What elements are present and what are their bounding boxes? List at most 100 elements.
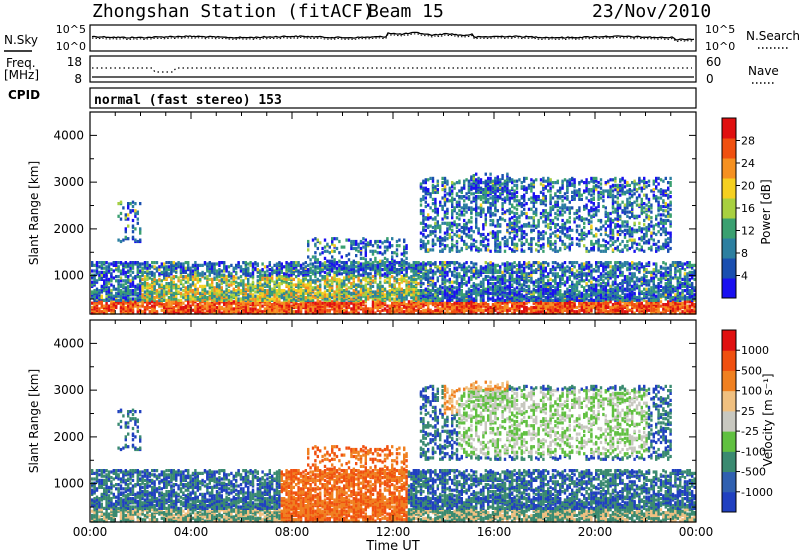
power-cell bbox=[311, 238, 315, 242]
power-cell bbox=[494, 224, 497, 228]
power-cell bbox=[364, 276, 367, 280]
power-cell bbox=[508, 290, 511, 294]
power-cell bbox=[290, 261, 293, 265]
power-cell bbox=[134, 287, 137, 291]
power-cell bbox=[443, 244, 447, 248]
power-cell bbox=[503, 210, 507, 214]
power-cell bbox=[470, 228, 473, 232]
power-cell bbox=[352, 259, 355, 263]
power-cell bbox=[508, 272, 511, 276]
power-cell bbox=[187, 261, 190, 265]
power-cell bbox=[463, 218, 466, 223]
power-cell bbox=[134, 284, 137, 288]
power-cell bbox=[422, 265, 425, 269]
power-cell bbox=[266, 289, 269, 293]
power-cell bbox=[211, 262, 214, 266]
power-cell bbox=[515, 203, 519, 207]
power-cell bbox=[254, 266, 257, 270]
power-cell bbox=[455, 230, 459, 234]
power-cell bbox=[302, 266, 305, 270]
power-cell bbox=[167, 282, 171, 286]
power-cell bbox=[386, 258, 389, 262]
power-cell bbox=[487, 268, 490, 272]
power-cell bbox=[489, 190, 492, 194]
power-cell bbox=[249, 283, 252, 287]
power-cell bbox=[227, 279, 231, 283]
power-cell bbox=[295, 310, 298, 314]
power-cell bbox=[441, 248, 444, 252]
power-cell bbox=[499, 192, 502, 196]
power-cell bbox=[319, 261, 322, 265]
power-cell bbox=[333, 258, 336, 262]
power-cell bbox=[431, 202, 435, 206]
power-cell bbox=[520, 237, 523, 241]
power-cell bbox=[355, 275, 358, 279]
power-cell bbox=[487, 242, 490, 246]
power-cell bbox=[427, 178, 430, 182]
power-cell bbox=[434, 298, 437, 302]
power-cell bbox=[184, 296, 187, 300]
power-cell bbox=[427, 277, 430, 281]
power-cell bbox=[479, 297, 483, 301]
power-cell bbox=[131, 209, 135, 213]
power-cell bbox=[100, 304, 103, 308]
power-cell bbox=[443, 203, 447, 207]
power-cell bbox=[487, 206, 490, 210]
power-cell bbox=[129, 297, 132, 301]
power-cell bbox=[254, 310, 257, 314]
power-cell bbox=[227, 294, 231, 298]
power-cell bbox=[369, 258, 372, 262]
power-cell bbox=[230, 272, 233, 276]
power-cell bbox=[494, 287, 497, 291]
power-cell bbox=[487, 279, 490, 283]
power-cell bbox=[371, 297, 375, 301]
power-cell bbox=[506, 195, 509, 199]
power-cell bbox=[494, 269, 497, 273]
power-cell bbox=[95, 266, 99, 270]
power-cell bbox=[335, 282, 339, 286]
power-cell bbox=[376, 251, 379, 255]
power-cell bbox=[208, 308, 211, 312]
power-cell bbox=[458, 189, 461, 193]
power-cell bbox=[328, 259, 331, 263]
power-cell bbox=[422, 197, 425, 201]
power-cell bbox=[367, 307, 370, 311]
power-cell bbox=[422, 186, 425, 190]
power-cell bbox=[443, 235, 447, 239]
power-cell bbox=[321, 301, 324, 305]
power-cell bbox=[223, 269, 226, 273]
power-cell bbox=[496, 287, 499, 291]
power-cell bbox=[124, 261, 127, 265]
power-cell bbox=[520, 210, 523, 214]
power-cell bbox=[122, 262, 125, 266]
power-cell bbox=[163, 289, 166, 293]
power-cell bbox=[165, 298, 168, 302]
power-cell bbox=[347, 272, 351, 276]
power-cell bbox=[352, 307, 355, 311]
power-cell bbox=[460, 263, 463, 267]
power-cell bbox=[307, 263, 310, 267]
power-cell bbox=[251, 293, 255, 297]
power-cell bbox=[515, 211, 519, 216]
power-cell bbox=[520, 234, 523, 238]
power-cell bbox=[511, 216, 514, 220]
power-cell bbox=[465, 304, 468, 308]
power-cell bbox=[458, 203, 461, 207]
power-cell bbox=[155, 279, 159, 283]
power-cell bbox=[489, 196, 492, 200]
power-cell bbox=[316, 261, 319, 265]
power-cell bbox=[331, 276, 334, 280]
power-cell bbox=[482, 227, 485, 231]
power-cell bbox=[494, 186, 497, 190]
power-cell bbox=[424, 297, 427, 301]
power-cell bbox=[412, 263, 415, 267]
power-cell bbox=[520, 283, 523, 287]
power-cell bbox=[391, 283, 394, 287]
power-cell bbox=[175, 291, 178, 295]
power-cell bbox=[393, 304, 396, 308]
power-cell bbox=[319, 241, 322, 245]
power-cell bbox=[307, 298, 310, 302]
power-cell bbox=[410, 263, 413, 267]
power-cell bbox=[484, 277, 487, 281]
power-cell bbox=[316, 258, 319, 262]
